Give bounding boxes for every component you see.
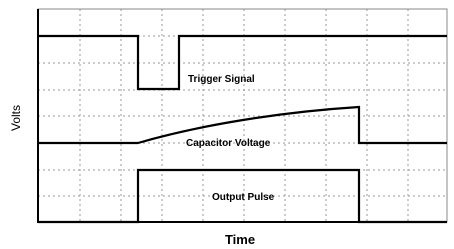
signal-label: Output Pulse	[212, 192, 275, 203]
output-wave	[38, 168, 447, 224]
y-axis-label: Volts	[9, 105, 23, 131]
x-axis-label: Time	[225, 232, 255, 247]
signal-label: Trigger Signal	[188, 74, 255, 85]
capacitor-wave	[38, 105, 447, 145]
trigger-wave	[38, 34, 447, 91]
signal-label: Capacitor Voltage	[186, 138, 271, 149]
grid	[38, 9, 447, 222]
